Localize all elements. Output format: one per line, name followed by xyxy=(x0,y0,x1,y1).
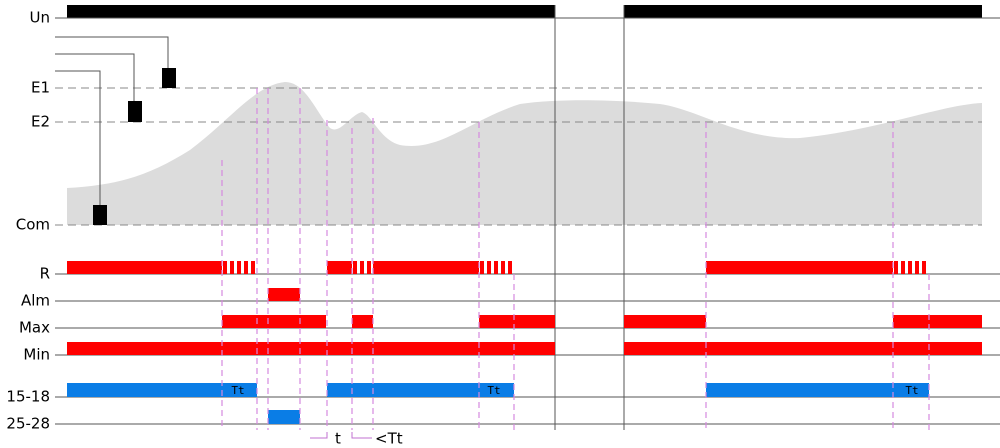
stripe xyxy=(494,261,498,274)
stripe xyxy=(360,261,364,274)
stripe xyxy=(244,261,248,274)
supply-bar xyxy=(67,5,555,18)
output-25-28 xyxy=(268,410,300,424)
supply-bar xyxy=(624,5,982,18)
stripe xyxy=(508,261,512,274)
stripe xyxy=(922,261,926,274)
stripe xyxy=(480,261,484,274)
row-label: Min xyxy=(23,346,50,364)
stripe xyxy=(487,261,491,274)
timing-label: <Tt xyxy=(375,430,403,448)
stripe xyxy=(237,261,241,274)
timing-label: t xyxy=(335,430,341,448)
timing-arrows xyxy=(310,432,372,439)
alarm-bar xyxy=(268,288,300,301)
row-label: E1 xyxy=(31,79,50,97)
output-15-18 xyxy=(67,383,929,397)
stripe xyxy=(915,261,919,274)
stripe xyxy=(901,261,905,274)
row-label: Alm xyxy=(21,292,50,310)
stripe xyxy=(230,261,234,274)
row-label: R xyxy=(40,265,50,283)
event-lines xyxy=(221,88,930,430)
bar-label: Tt xyxy=(905,384,918,397)
stripe xyxy=(908,261,912,274)
min-bars xyxy=(67,342,982,355)
bar-label: Tt xyxy=(231,384,244,397)
row-label: E2 xyxy=(31,113,50,131)
row-label: Com xyxy=(16,216,50,234)
bar-label: Tt xyxy=(487,384,500,397)
relay-r xyxy=(67,261,926,274)
max-bars xyxy=(222,315,982,328)
stripe xyxy=(353,261,357,274)
signal-area xyxy=(67,82,982,225)
row-label: 25-28 xyxy=(6,415,50,433)
row-label: Max xyxy=(19,319,50,337)
stripe xyxy=(367,261,371,274)
stripe xyxy=(894,261,898,274)
threshold-markers xyxy=(55,36,176,225)
stripe xyxy=(501,261,505,274)
row-label: 15-18 xyxy=(6,388,50,406)
stripe xyxy=(223,261,227,274)
row-label: Un xyxy=(30,9,51,27)
stripe xyxy=(251,261,255,274)
